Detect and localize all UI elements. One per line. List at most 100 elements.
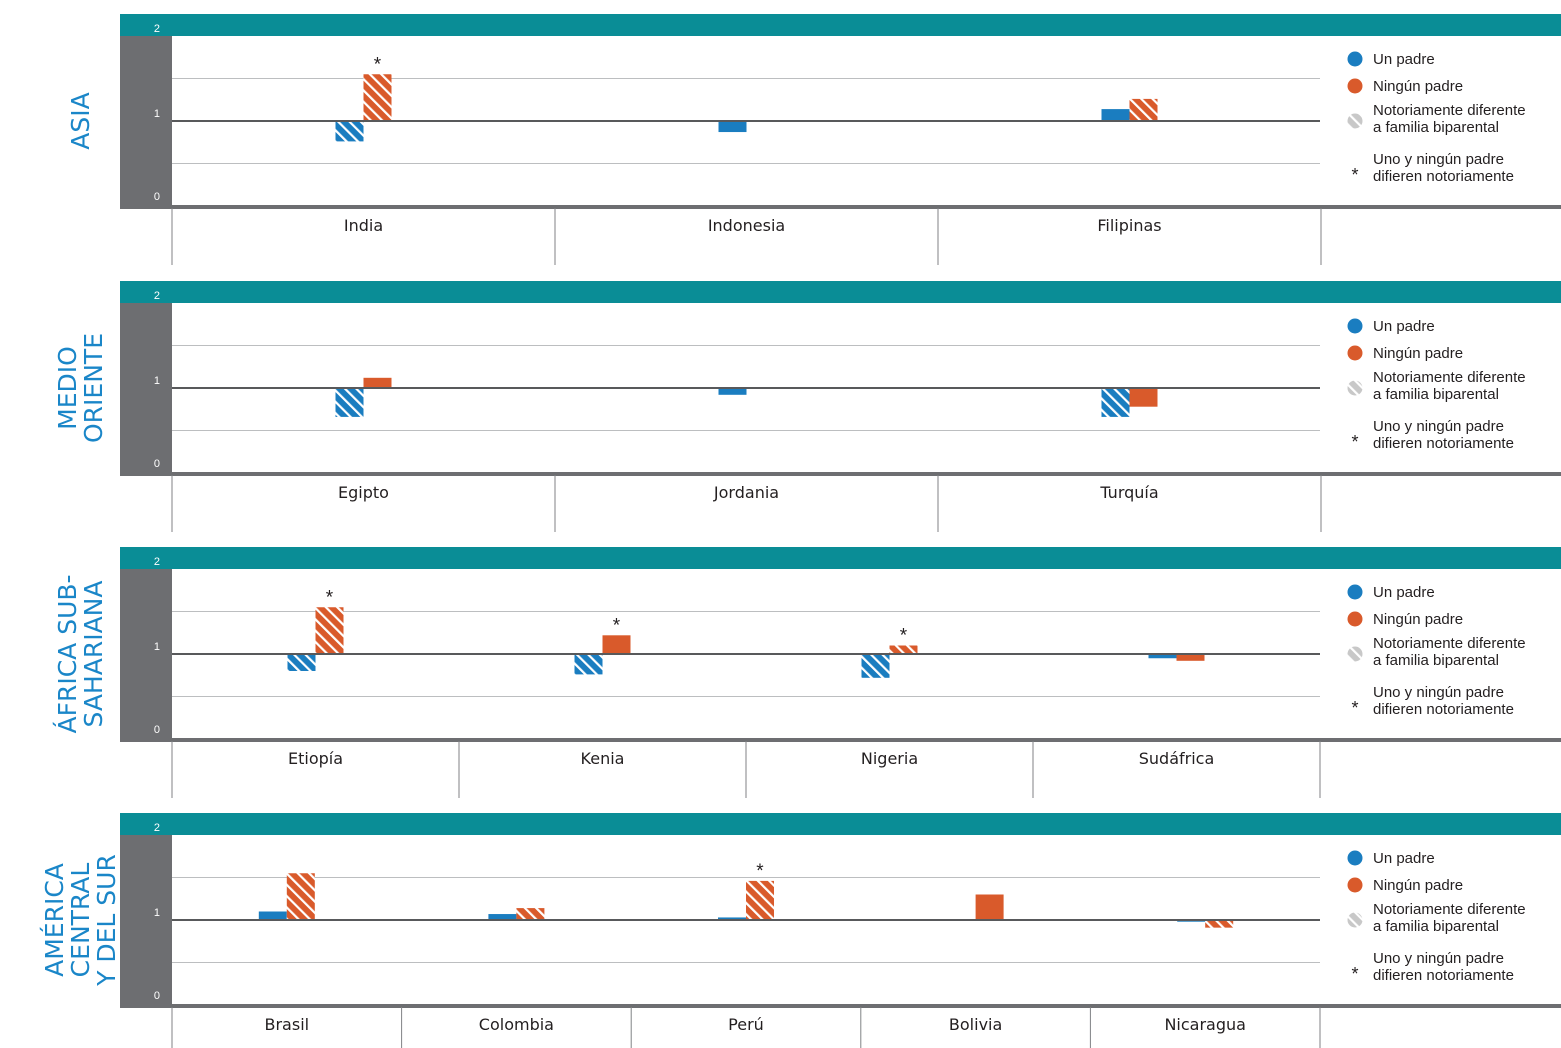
bar-no-parent (286, 873, 315, 920)
region-label: MEDIO (53, 346, 82, 430)
legend-no-parent-swatch (1347, 78, 1363, 94)
region-label: ORIENTE (79, 333, 108, 443)
bar-one-parent (1101, 109, 1130, 121)
bar-one-parent (718, 121, 747, 133)
bar-no-parent (1129, 388, 1158, 407)
category-label: Nicaragua (1164, 1015, 1246, 1034)
legend-star-label: Uno y ningún padre (1373, 418, 1504, 435)
legend-significant-swatch (1347, 380, 1363, 396)
bar-no-parent (1129, 98, 1158, 121)
legend-star-label: difieren notoriamente (1373, 701, 1514, 718)
panel-header-band (120, 547, 1561, 569)
legend-no-parent-swatch (1347, 611, 1363, 627)
category-label: Turquía (1099, 483, 1158, 502)
legend-significant-label: a familia biparental (1373, 652, 1499, 669)
y-tick-label: 1 (154, 641, 160, 653)
y-tick-label: 1 (154, 375, 160, 387)
region-label: AMÉRICA (40, 863, 69, 977)
region-label: CENTRAL (66, 863, 95, 978)
y-tick-label: 2 (154, 23, 160, 35)
legend-one-parent-swatch (1347, 318, 1363, 334)
legend-no-parent-swatch (1347, 345, 1363, 361)
region-label: ÁFRICA SUB- (53, 574, 82, 733)
legend-star-label: difieren notoriamente (1373, 967, 1514, 984)
significance-star: * (900, 626, 908, 647)
y-tick-label: 1 (154, 907, 160, 919)
legend-significant-label: a familia biparental (1373, 119, 1499, 136)
bar-no-parent (975, 894, 1004, 920)
legend-significant-label: Notoriamente diferente (1373, 635, 1526, 652)
legend-star-label: difieren notoriamente (1373, 168, 1514, 185)
y-axis-panel (120, 835, 172, 1007)
legend-no-parent-label: Ningún padre (1373, 877, 1463, 894)
bar-one-parent (1101, 388, 1130, 417)
category-label: Etiopía (288, 749, 343, 768)
y-tick-label: 0 (154, 990, 160, 1002)
bar-one-parent (335, 121, 364, 142)
region-label: Y DEL SUR (92, 854, 121, 987)
panel-0: 0 1 2 ASIA India * Indonesia Filipinas Un padre N… (66, 14, 1561, 265)
legend-significant-label: a familia biparental (1373, 918, 1499, 935)
bar-one-parent (1148, 654, 1177, 659)
y-tick-label: 0 (154, 458, 160, 470)
legend-significant-label: Notoriamente diferente (1373, 369, 1526, 386)
legend-star-symbol: * (1351, 698, 1358, 718)
category-label: Nigeria (861, 749, 918, 768)
category-label: Egipto (338, 483, 389, 502)
category-label: Kenia (581, 749, 625, 768)
legend-significant-swatch (1347, 646, 1363, 662)
legend-significant-label: a familia biparental (1373, 386, 1499, 403)
panel-bottom-rule (120, 205, 1561, 209)
y-axis-panel (120, 569, 172, 741)
legend-no-parent-label: Ningún padre (1373, 611, 1463, 628)
bar-one-parent (718, 388, 747, 395)
significance-star: * (326, 587, 334, 608)
legend-star-label: difieren notoriamente (1373, 435, 1514, 452)
legend-no-parent-label: Ningún padre (1373, 345, 1463, 362)
region-label: ASIA (66, 92, 95, 149)
panel-header-band (120, 813, 1561, 835)
panel-header-band (120, 14, 1561, 36)
bar-one-parent (718, 917, 746, 920)
legend-no-parent-label: Ningún padre (1373, 78, 1463, 95)
legend-one-parent-label: Un padre (1373, 584, 1435, 601)
legend-one-parent-label: Un padre (1373, 318, 1435, 335)
legend-significant-swatch (1347, 912, 1363, 928)
bar-one-parent (335, 388, 364, 417)
bar-no-parent (363, 74, 392, 121)
legend-one-parent-swatch (1347, 850, 1363, 866)
bar-one-parent (488, 914, 517, 920)
region-label: SAHARIANA (79, 581, 108, 728)
panel-bottom-rule (120, 1004, 1561, 1008)
category-label: Bolivia (949, 1015, 1002, 1034)
category-label: Perú (728, 1015, 764, 1034)
category-label: Brasil (265, 1015, 310, 1034)
category-label: Indonesia (708, 216, 785, 235)
y-axis-panel (120, 36, 172, 208)
legend-significant-label: Notoriamente diferente (1373, 102, 1526, 119)
legend-one-parent-swatch (1347, 51, 1363, 67)
legend-star-symbol: * (1351, 165, 1358, 185)
legend: Un padre Ningún padre Notoriamente diferen… (1347, 51, 1526, 185)
legend: Un padre Ningún padre Notoriamente diferen… (1347, 318, 1526, 452)
significance-star: * (374, 54, 382, 75)
bar-one-parent (861, 654, 890, 678)
legend-star-symbol: * (1351, 432, 1358, 452)
legend-star-label: Uno y ningún padre (1373, 950, 1504, 967)
category-label: Jordania (713, 483, 779, 502)
bar-no-parent (315, 607, 344, 654)
y-tick-label: 2 (154, 556, 160, 568)
legend-no-parent-swatch (1347, 877, 1363, 893)
bar-no-parent (516, 908, 545, 920)
legend-significant-swatch (1347, 113, 1363, 129)
category-label: India (344, 216, 383, 235)
panel-bottom-rule (120, 472, 1561, 476)
legend-star-label: Uno y ningún padre (1373, 684, 1504, 701)
bar-one-parent (574, 654, 603, 675)
bar-one-parent (287, 654, 316, 671)
bar-no-parent (363, 377, 392, 388)
bar-no-parent (746, 880, 774, 920)
bar-no-parent (889, 645, 918, 654)
